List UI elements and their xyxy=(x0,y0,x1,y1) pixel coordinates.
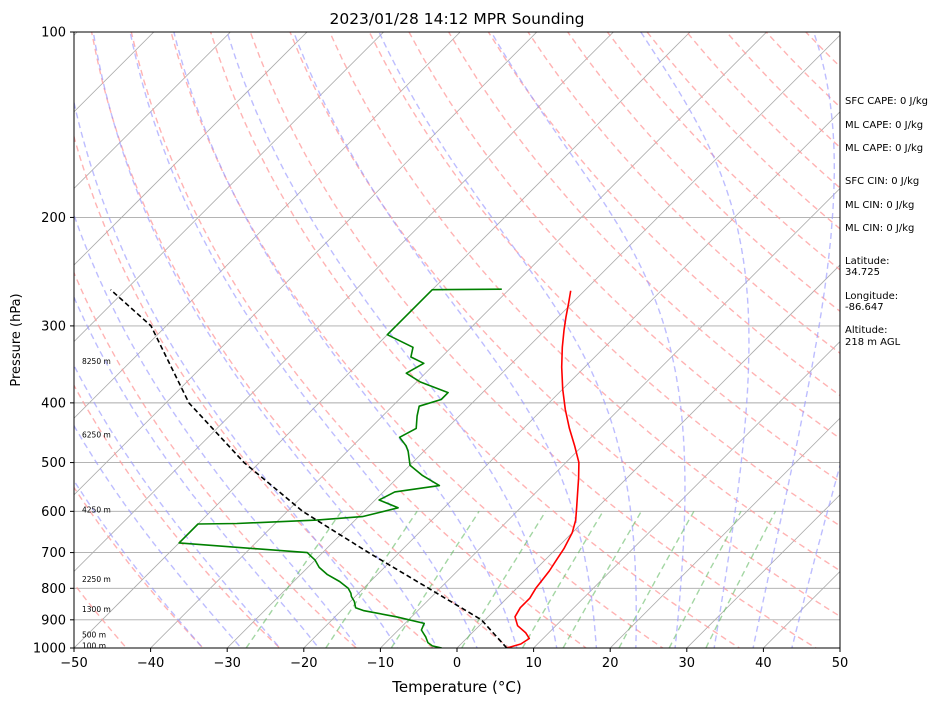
info-panel: SFC CAPE: 0 J/kg ML CAPE: 0 J/kg ML CAPE… xyxy=(845,96,928,348)
x-tick-label: −10 xyxy=(367,656,394,671)
mixing-ratio-line xyxy=(462,511,546,648)
moist-adiabat-line xyxy=(379,32,636,661)
isotherm-line xyxy=(0,18,244,661)
moist-adiabat-line xyxy=(641,32,749,661)
moist-adiabat-line xyxy=(491,32,685,661)
isotherm-line xyxy=(138,18,781,661)
y-tick-label: 800 xyxy=(41,582,66,597)
dry-adiabat-line xyxy=(290,32,915,661)
y-tick-label: 1000 xyxy=(33,642,66,657)
plot-frame xyxy=(74,32,840,648)
ml-cape-text: ML CAPE: 0 J/kg xyxy=(845,120,923,131)
x-tick-label: −40 xyxy=(137,656,164,671)
y-tick-label: 600 xyxy=(41,505,66,520)
x-tick-label: 40 xyxy=(755,656,772,671)
x-tick-label: 20 xyxy=(602,656,619,671)
mixing-ratio-line xyxy=(706,511,776,648)
height-label: 1300 m xyxy=(82,605,111,614)
mixing-ratio-line xyxy=(246,511,341,648)
x-tick-label: 30 xyxy=(679,656,696,671)
sfc-cin-text: SFC CIN: 0 J/kg xyxy=(845,176,919,187)
latitude-value: 34.725 xyxy=(845,267,880,278)
altitude-value: 218 m AGL xyxy=(845,337,901,348)
x-tick-label: 50 xyxy=(832,656,849,671)
y-tick-label: 900 xyxy=(41,613,66,628)
isotherm-line xyxy=(0,18,550,661)
y-tick-label: 100 xyxy=(41,26,66,41)
y-tick-label: 300 xyxy=(41,319,66,334)
height-label: 100 m xyxy=(82,642,106,651)
plot-area xyxy=(0,18,946,661)
moist-adiabat-line xyxy=(0,32,214,661)
altitude-label: Altitude: xyxy=(845,325,887,336)
x-tick-label: 0 xyxy=(453,656,461,671)
latitude-label: Latitude: xyxy=(845,256,890,267)
y-axis-title: Pressure (hPa) xyxy=(9,293,24,386)
mixing-ratio-line xyxy=(619,511,694,648)
dry-adiabat-line xyxy=(0,32,216,661)
height-label: 6250 m xyxy=(82,430,111,439)
height-labels: 100 m 500 m 1300 m 2250 m 4250 m 6250 m 8250 m xyxy=(82,357,111,651)
x-tick-label: −50 xyxy=(60,656,87,671)
y-tick-label: 400 xyxy=(41,396,66,411)
isotherm-line xyxy=(904,18,946,661)
mixing-ratio-line xyxy=(523,511,604,648)
height-label: 4250 m xyxy=(82,506,111,515)
height-label: 2250 m xyxy=(82,575,111,584)
longitude-label: Longitude: xyxy=(845,291,898,302)
dewpoint-profile-line xyxy=(179,289,502,648)
dry-adiabat-line xyxy=(0,32,293,661)
sfc-cape-text: SFC CAPE: 0 J/kg xyxy=(845,96,928,107)
moist-adiabat-line xyxy=(8,32,329,661)
x-tick-label: −30 xyxy=(213,656,240,671)
dry-adiabat-line xyxy=(12,32,371,661)
mixing-ratio-line xyxy=(669,511,741,648)
isotherm-line xyxy=(0,18,168,661)
x-tick-label: −20 xyxy=(290,656,317,671)
moist-adiabat-line xyxy=(33,32,367,661)
isotherm-line xyxy=(0,18,627,661)
longitude-value: -86.647 xyxy=(845,302,884,313)
y-tick-label: 500 xyxy=(41,456,66,471)
chart-title: 2023/01/28 14:12 MPR Sounding xyxy=(329,10,584,28)
moist-adiabat-line xyxy=(227,32,559,661)
ml-cin-text: ML CIN: 0 J/kg xyxy=(845,200,914,211)
moist-adiabat-line xyxy=(0,32,252,661)
isotherm-line xyxy=(0,18,474,661)
isotherm-line xyxy=(291,18,934,661)
y-axis: 100 200 300 400 500 600 700 800 900 1000 xyxy=(33,26,74,657)
moist-adiabat-line xyxy=(61,32,405,661)
moist-adiabat-line xyxy=(750,32,834,661)
height-label: 8250 m xyxy=(82,357,111,366)
y-tick-label: 700 xyxy=(41,546,66,561)
height-label: 500 m xyxy=(82,630,106,639)
mixing-ratio-line xyxy=(326,511,417,648)
ml-cin-text-2: ML CIN: 0 J/kg xyxy=(845,223,914,234)
y-tick-label: 200 xyxy=(41,211,66,226)
moist-adiabat-line xyxy=(174,32,521,661)
ml-cape-text-2: ML CAPE: 0 J/kg xyxy=(845,143,923,154)
x-axis: −50 −40 −30 −20 −10 0 10 20 30 40 50 xyxy=(60,648,848,671)
isotherm-line xyxy=(674,18,946,661)
x-tick-label: 10 xyxy=(525,656,542,671)
x-axis-title: Temperature (°C) xyxy=(391,678,521,696)
